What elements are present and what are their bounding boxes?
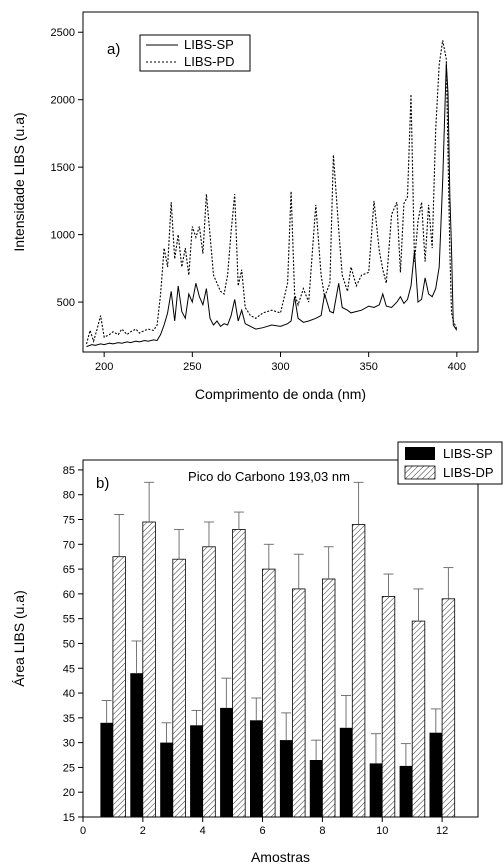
chart-a-legend-box <box>139 34 251 72</box>
chart-b-bar-sp-10 <box>369 763 383 817</box>
chart-b-y-tick-label-60: 60 <box>63 589 75 601</box>
chart-a-legend-label-pd: LIBS-PD <box>184 54 235 69</box>
chart-b-x-tick-label-0: 0 <box>80 825 86 837</box>
chart-a-intensity-spectrum: 200 250 300 350 400 500 1000 1500 2000 2500 a) Co… <box>11 11 479 402</box>
chart-a-y-axis-label: Intensidade LIBS (u.a) <box>11 112 27 251</box>
chart-b-bar-dp-1 <box>112 556 126 818</box>
chart-a-y-tick-label-500: 500 <box>57 297 75 309</box>
chart-b-bar-sp-12 <box>429 732 443 817</box>
chart-b-legend-swatch-dp <box>404 465 436 480</box>
chart-b-x-tick-label-6: 6 <box>259 825 265 837</box>
chart-b-y-tick-label-20: 20 <box>63 787 75 799</box>
chart-b-bar-sp-6 <box>250 720 263 817</box>
chart-b-legend-swatch-sp <box>405 447 435 460</box>
chart-b-bar-dp-2 <box>142 521 156 818</box>
chart-a-panel-label: a) <box>107 41 120 58</box>
chart-a-y-tick-label-1000: 1000 <box>51 230 75 242</box>
chart-b-y-tick-label-15: 15 <box>63 812 75 824</box>
chart-b-bar-dp-10 <box>381 595 396 818</box>
chart-a-y-tick-label-2500: 2500 <box>51 27 75 39</box>
chart-b-bar-sp-11 <box>399 765 413 817</box>
chart-a-x-tick-label-300: 300 <box>271 361 289 373</box>
chart-a-x-axis-label: Comprimento de onda (nm) <box>195 386 366 402</box>
chart-a-x-tick-label-350: 350 <box>359 361 377 373</box>
chart-b-y-tick-label-85: 85 <box>63 465 75 477</box>
chart-b-bar-sp-8 <box>309 760 323 817</box>
chart-b-plot-frame <box>82 459 479 818</box>
chart-b-axes: 0 2 4 6 8 10 12 15 20 25 30 35 40 45 50 55 60 65 70 75 80 85 <box>63 459 479 837</box>
chart-b-x-tick-label-12: 12 <box>436 825 448 837</box>
chart-b-y-tick-label-25: 25 <box>63 762 75 774</box>
chart-b-bar-sp-7 <box>279 740 293 817</box>
chart-b-x-tick-label-2: 2 <box>140 825 146 837</box>
chart-b-y-tick-label-40: 40 <box>63 688 75 700</box>
chart-a-x-tick-label-200: 200 <box>95 361 113 373</box>
chart-b-y-tick-label-80: 80 <box>63 490 75 502</box>
chart-b-legend-label-dp: LIBS-DP <box>443 465 494 480</box>
chart-a-x-tick-label-250: 250 <box>183 361 201 373</box>
chart-a-axes: 200 250 300 350 400 500 1000 1500 2000 2500 <box>51 11 479 373</box>
chart-b-bar-sp-4 <box>190 725 203 817</box>
chart-b-bar-dp-6 <box>262 568 276 818</box>
chart-b-x-tick-label-10: 10 <box>376 825 388 837</box>
chart-b-y-tick-label-55: 55 <box>63 614 75 626</box>
chart-b-bar-sp-5 <box>220 707 233 817</box>
chart-b-y-tick-label-35: 35 <box>63 713 75 725</box>
chart-b-panel-label: b) <box>96 475 109 492</box>
chart-b-bar-dp-8 <box>321 578 336 818</box>
chart-b-x-tick-label-4: 4 <box>200 825 206 837</box>
chart-b-x-tick-label-8: 8 <box>319 825 325 837</box>
chart-b-bar-sp-3 <box>160 742 173 817</box>
chart-b-bar-dp-4 <box>202 546 216 818</box>
chart-b-bar-dp-9 <box>351 524 366 818</box>
chart-b-bar-dp-7 <box>292 588 306 818</box>
chart-b-y-axis-label: Área LIBS (u.a) <box>11 590 27 687</box>
chart-b-x-axis-label: Amostras <box>251 849 310 865</box>
chart-b-bars-group <box>100 481 456 818</box>
chart-b-bar-sp-9 <box>339 727 353 818</box>
chart-b-y-tick-label-30: 30 <box>63 738 75 750</box>
chart-b-title: Pico do Carbono 193,03 nm <box>188 469 350 484</box>
chart-b-legend: LIBS-SP LIBS-DP <box>397 441 503 485</box>
chart-b-bar-sp-2 <box>130 673 143 817</box>
chart-b-y-tick-label-65: 65 <box>63 564 75 576</box>
chart-a-y-tick-label-2000: 2000 <box>51 95 75 107</box>
chart-a-legend-label-sp: LIBS-SP <box>184 37 234 52</box>
chart-b-bar-dp-11 <box>411 620 426 818</box>
chart-a-series-group <box>85 40 458 348</box>
chart-b-y-tick-label-75: 75 <box>63 515 75 527</box>
chart-b-bar-dp-12 <box>441 598 456 818</box>
chart-b-y-tick-label-45: 45 <box>63 663 75 675</box>
chart-b-legend-label-sp: LIBS-SP <box>443 446 493 461</box>
chart-a-y-tick-label-1500: 1500 <box>51 162 75 174</box>
chart-b-bar-sp-1 <box>100 722 113 817</box>
chart-a-legend: LIBS-SP LIBS-PD <box>139 34 251 72</box>
chart-b-y-tick-label-70: 70 <box>63 539 75 551</box>
chart-b-y-tick-label-50: 50 <box>63 638 75 650</box>
chart-b-bar-dp-3 <box>172 558 186 818</box>
chart-a-series-line-sp <box>86 63 458 348</box>
chart-b-bar-dp-5 <box>232 529 246 818</box>
chart-b-carbon-peak-bars: 0 2 4 6 8 10 12152025303540455055606570758085 … <box>11 441 503 865</box>
chart-a-x-tick-label-400: 400 <box>448 361 466 373</box>
